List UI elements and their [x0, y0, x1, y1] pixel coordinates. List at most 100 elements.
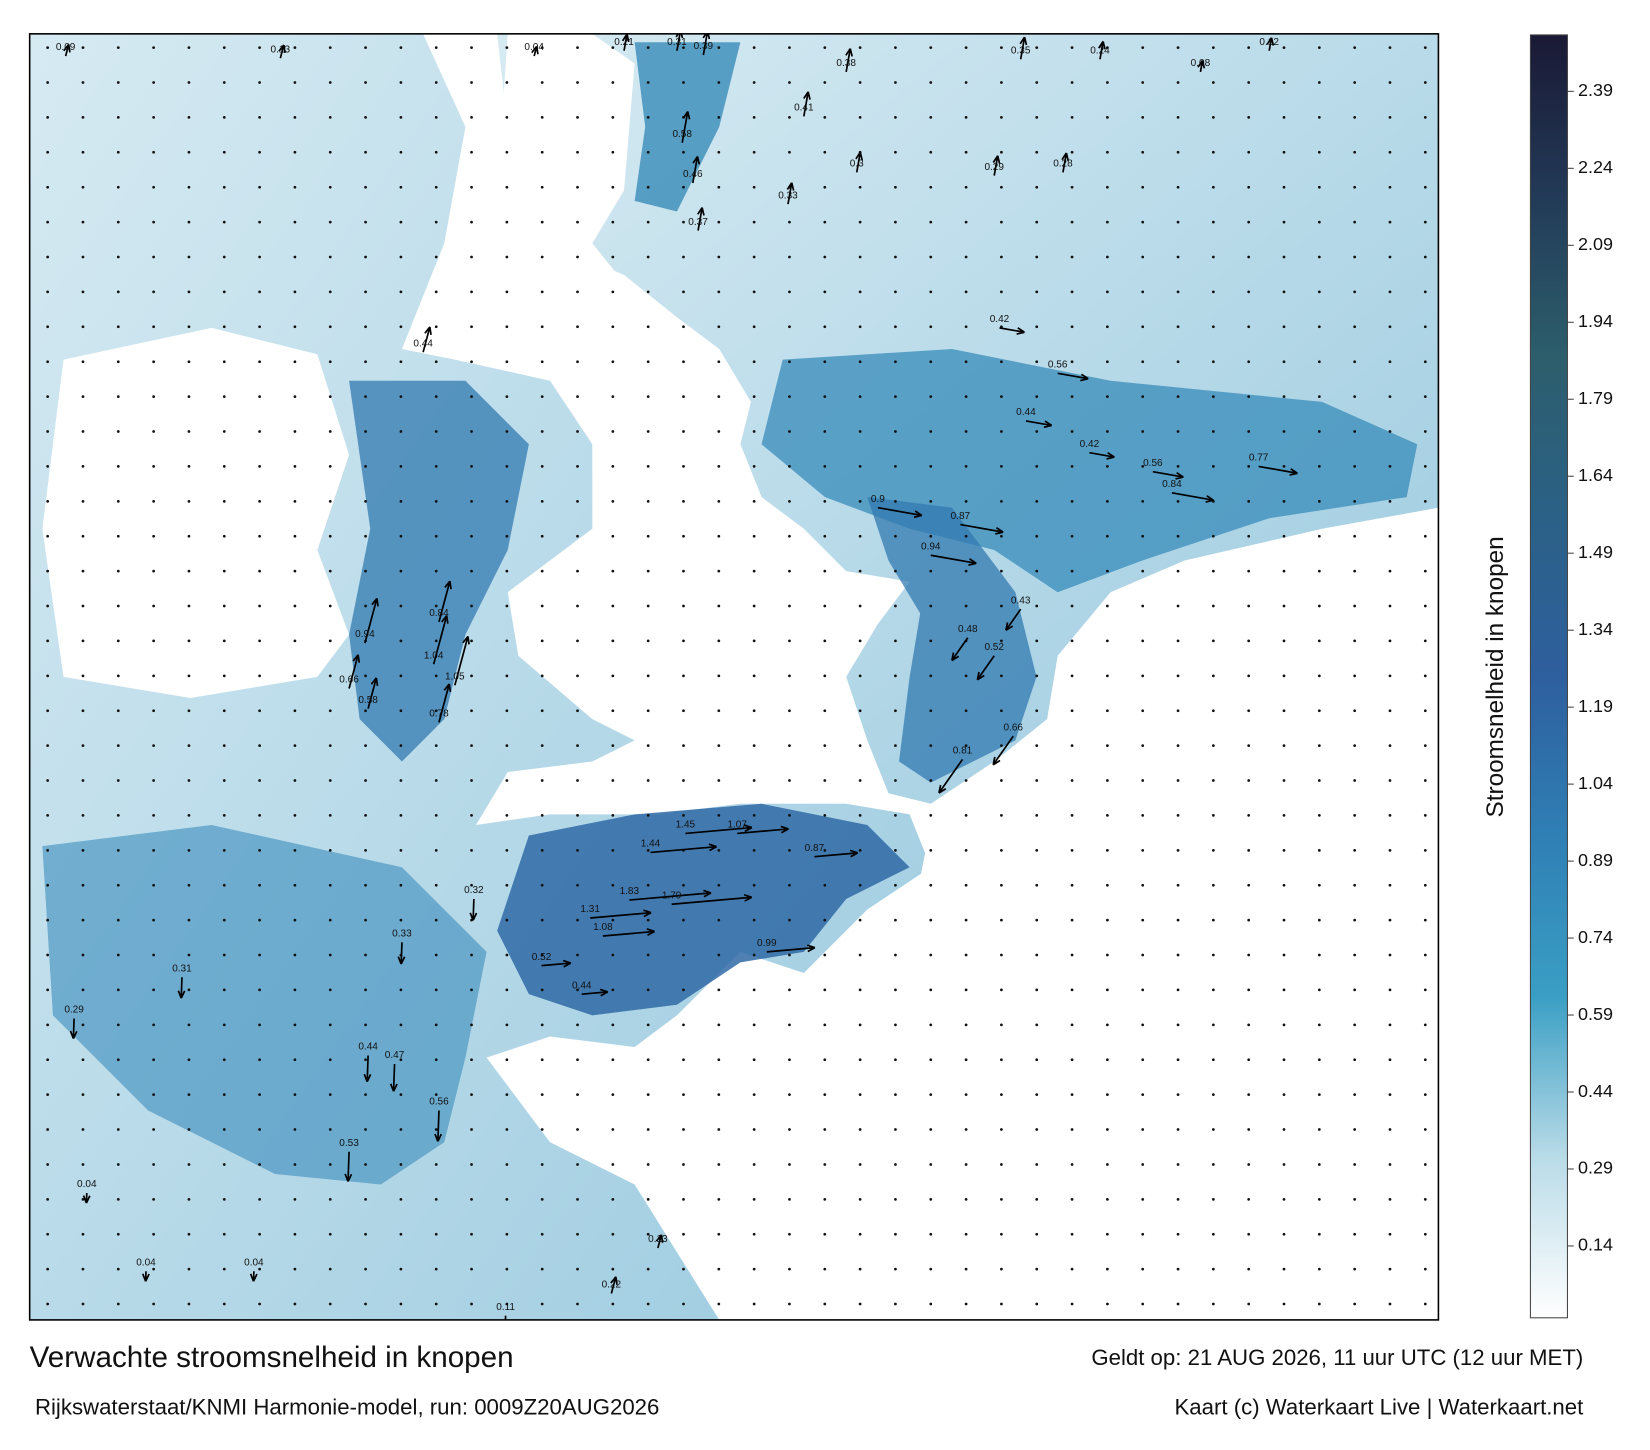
grid-dot: [222, 779, 226, 782]
grid-dot: [293, 116, 297, 119]
grid-dot: [1176, 953, 1180, 957]
grid-dot: [399, 883, 403, 887]
speed-label: 0.41: [794, 103, 814, 114]
grid-dot: [1423, 81, 1427, 84]
grid-dot: [1070, 185, 1074, 189]
grid-dot: [823, 744, 827, 747]
grid-dot: [1176, 1128, 1180, 1131]
grid-dot: [576, 46, 579, 49]
grid-dot: [929, 465, 933, 468]
grid-dot: [1282, 185, 1286, 189]
grid-dot: [258, 674, 261, 678]
grid-dot: [611, 1093, 615, 1097]
grid-dot: [682, 744, 685, 747]
grid-dot: [1247, 1023, 1251, 1027]
grid-dot: [399, 1267, 403, 1271]
grid-dot: [788, 1128, 791, 1131]
grid-dot: [788, 255, 791, 259]
grid-dot: [1106, 534, 1109, 538]
grid-dot: [187, 953, 191, 957]
grid-dot: [46, 220, 50, 224]
grid-dot: [328, 988, 332, 992]
grid-dot: [823, 1302, 827, 1306]
grid-dot: [46, 465, 50, 468]
grid-dot: [1247, 290, 1251, 294]
grid-dot: [470, 430, 473, 433]
grid-dot: [858, 1302, 862, 1306]
grid-dot: [929, 116, 933, 119]
speed-label: 0.56: [1143, 458, 1163, 469]
sea-deep: [867, 497, 1037, 783]
grid-dot: [646, 220, 650, 224]
grid-dot: [540, 395, 544, 398]
grid-dot: [894, 1302, 897, 1306]
speed-label: 0.42: [990, 314, 1010, 325]
grid-dot: [1317, 220, 1321, 224]
speed-label: 0.44: [358, 1042, 378, 1053]
grid-dot: [1247, 918, 1251, 922]
grid-dot: [328, 360, 332, 364]
grid-dot: [929, 744, 933, 747]
grid-dot: [1070, 325, 1074, 329]
grid-dot: [187, 116, 191, 119]
grid-dot: [1035, 1232, 1039, 1236]
grid-dot: [328, 116, 332, 119]
grid-dot: [788, 779, 791, 782]
grid-dot: [1423, 360, 1427, 364]
speed-label: 0.58: [358, 695, 378, 706]
grid-dot: [788, 46, 791, 49]
grid-dot: [894, 499, 897, 503]
grid-dot: [258, 953, 261, 957]
grid-dot: [293, 709, 297, 713]
colorbar-tick-label: 0.59: [1578, 1004, 1613, 1024]
grid-dot: [929, 1163, 933, 1166]
grid-dot: [717, 360, 721, 364]
grid-dot: [1176, 46, 1180, 49]
grid-dot: [540, 1163, 544, 1166]
grid-dot: [1070, 1128, 1074, 1131]
grid-dot: [576, 1163, 579, 1166]
grid-dot: [1282, 290, 1286, 294]
grid-dot: [611, 779, 615, 782]
grid-dot: [1211, 883, 1215, 887]
grid-dot: [1211, 1197, 1215, 1201]
grid-dot: [505, 814, 509, 817]
grid-dot: [1282, 81, 1286, 84]
grid-dot: [364, 604, 367, 608]
grid-dot: [187, 1058, 191, 1062]
speed-label: 0.52: [984, 642, 1004, 653]
grid-dot: [1106, 430, 1109, 433]
grid-dot: [1388, 569, 1392, 573]
grid-dot: [46, 639, 50, 643]
grid-dot: [1423, 1093, 1427, 1097]
grid-dot: [328, 1197, 332, 1201]
grid-dot: [929, 255, 933, 259]
grid-dot: [364, 674, 367, 678]
grid-dot: [929, 220, 933, 224]
grid-dot: [823, 918, 827, 922]
grid-dot: [1106, 744, 1109, 747]
grid-dot: [788, 1267, 791, 1271]
grid-dot: [1423, 1058, 1427, 1062]
grid-dot: [1423, 1163, 1427, 1166]
grid-dot: [682, 255, 685, 259]
grid-dot: [1035, 465, 1039, 468]
grid-dot: [1035, 1267, 1039, 1271]
speed-label: 0.94: [921, 541, 941, 552]
grid-dot: [611, 430, 615, 433]
grid-dot: [222, 1197, 226, 1201]
grid-dot: [399, 465, 403, 468]
grid-dot: [1176, 988, 1180, 992]
grid-dot: [116, 185, 120, 189]
current-arrow: [364, 597, 379, 644]
grid-dot: [1000, 1302, 1003, 1306]
grid-dot: [1282, 1093, 1286, 1097]
grid-dot: [1176, 499, 1180, 503]
grid-dot: [1353, 255, 1357, 259]
grid-dot: [293, 988, 297, 992]
grid-dot: [258, 220, 261, 224]
grid-dot: [293, 814, 297, 817]
grid-dot: [788, 848, 791, 852]
grid-dot: [611, 255, 615, 259]
grid-dot: [1247, 1058, 1251, 1062]
